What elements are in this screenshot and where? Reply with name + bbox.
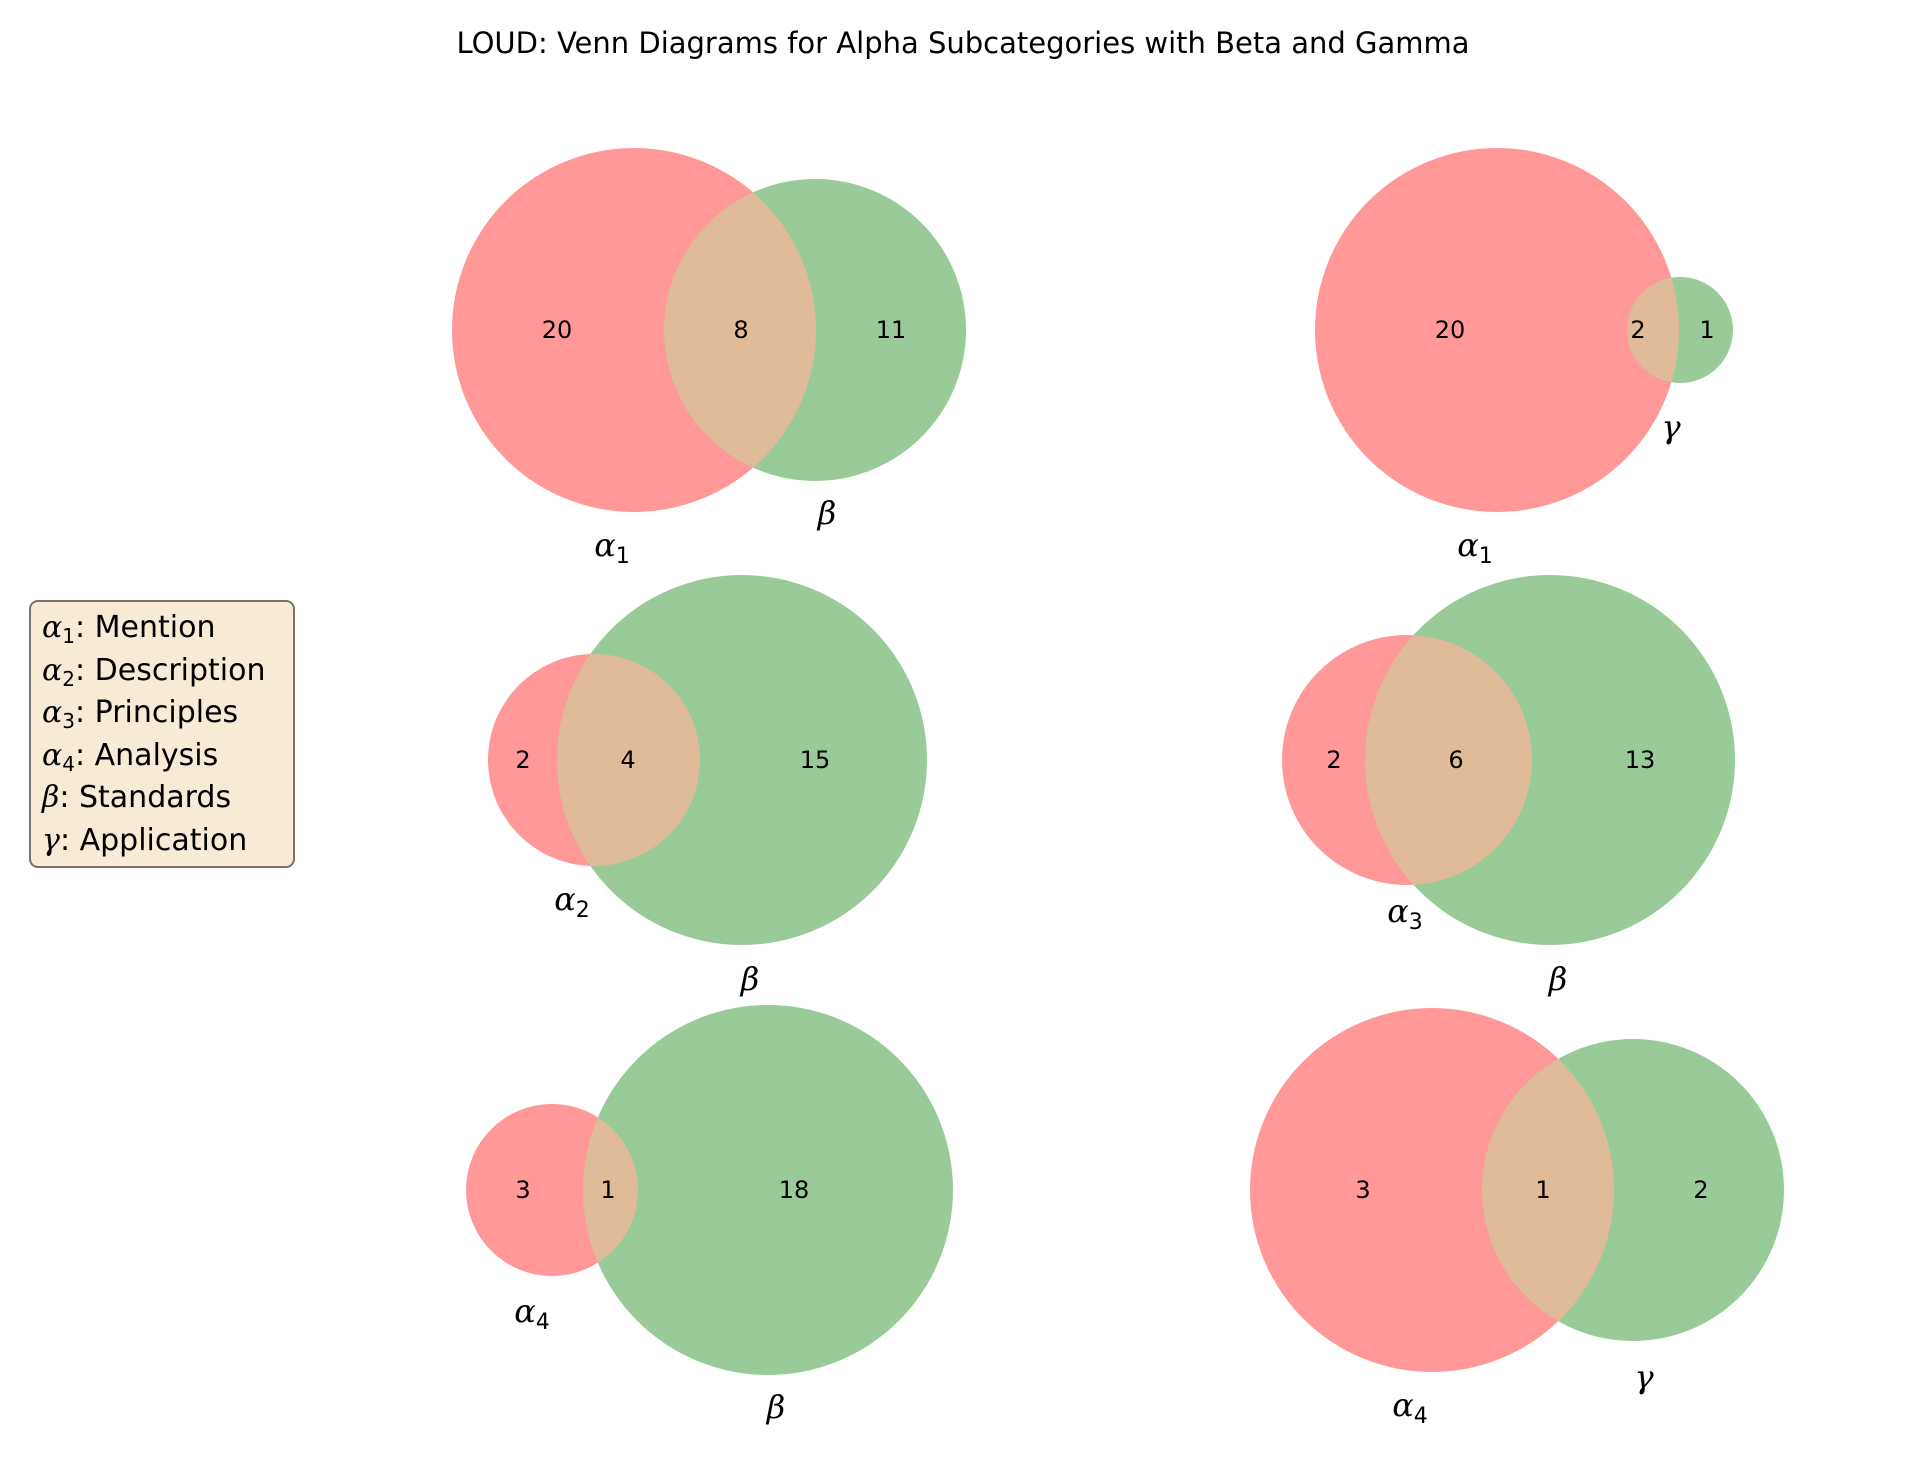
venn-diagram: 3 1 2 α4 γ (1250, 1008, 1784, 1429)
set-b-circle (557, 575, 927, 945)
set-b-label: β (817, 494, 837, 532)
set-b-label: β (740, 960, 760, 998)
legend-symbol: β (42, 780, 60, 815)
set-b-label: γ (1634, 1358, 1654, 1396)
set-a-label-subscript: 2 (576, 898, 590, 923)
set-b-circle (583, 1005, 953, 1375)
set-a-label-subscript: 3 (1409, 910, 1423, 935)
legend-label: : Description (75, 652, 266, 688)
set-b-label: β (766, 1388, 786, 1426)
legend-label: : Analysis (75, 737, 219, 773)
legend-symbol: α (42, 610, 63, 645)
set-b-label-symbol: β (740, 960, 760, 998)
only-a-count: 2 (1326, 746, 1341, 774)
set-a-label-symbol: α (514, 1292, 536, 1330)
legend-subscript: 4 (62, 751, 75, 776)
set-a-label: α4 (514, 1292, 550, 1335)
set-b-label-symbol: β (817, 494, 837, 532)
overlap-count: 4 (620, 746, 635, 774)
overlap-count: 1 (600, 1176, 615, 1204)
venn-diagram: 3 1 18 α4 β (466, 1005, 953, 1426)
legend-entry: α3: Principles (42, 692, 293, 735)
legend-entry: α4: Analysis (42, 735, 293, 778)
set-a-label-subscript: 1 (1479, 544, 1493, 569)
overlap-region (664, 179, 816, 481)
only-a-count: 3 (1355, 1176, 1370, 1204)
legend-entry: β: Standards (42, 777, 293, 820)
overlap-count: 1 (1535, 1176, 1550, 1204)
venn-diagram: 2 6 13 α3 β (1282, 575, 1735, 998)
figure-title: LOUD: Venn Diagrams for Alpha Subcategor… (456, 26, 1469, 60)
set-a-label-symbol: α (554, 880, 576, 918)
set-a-label-subscript: 1 (616, 544, 630, 569)
overlap-region (1365, 635, 1532, 885)
set-a-label-symbol: α (1387, 892, 1409, 930)
only-a-count: 20 (1435, 316, 1466, 344)
overlap-region (1482, 1039, 1614, 1341)
legend-entry: α2: Description (42, 650, 293, 693)
legend-symbol: α (42, 737, 63, 773)
only-b-count: 1 (1699, 316, 1714, 344)
legend-entry: α1: Mention (42, 607, 293, 650)
only-a-count: 20 (542, 316, 573, 344)
legend-symbol: γ (42, 822, 60, 858)
set-b-label-symbol: γ (1661, 408, 1681, 446)
only-b-count: 11 (876, 316, 907, 344)
overlap-count: 2 (1630, 316, 1645, 344)
legend-entry: γ: Application (42, 820, 293, 863)
overlap-count: 8 (733, 316, 748, 344)
overlap-count: 6 (1448, 746, 1463, 774)
only-b-count: 18 (779, 1176, 810, 1204)
set-a-label: α2 (554, 880, 590, 923)
set-a-label-symbol: α (1457, 526, 1479, 564)
set-b-label-symbol: β (1548, 960, 1568, 998)
legend-subscript: 1 (62, 624, 75, 648)
only-b-count: 13 (1625, 746, 1656, 774)
legend-symbol: α (42, 652, 63, 688)
only-a-count: 2 (515, 746, 530, 774)
set-b-label: γ (1661, 408, 1681, 446)
legend-label: : Mention (75, 610, 216, 645)
set-a-label-subscript: 4 (536, 1310, 550, 1335)
legend-label: : Application (59, 822, 248, 858)
set-b-label-symbol: γ (1634, 1358, 1654, 1396)
legend-label: : Standards (59, 780, 232, 815)
overlap-region (1627, 277, 1679, 383)
only-b-count: 2 (1693, 1176, 1708, 1204)
set-a-label-symbol: α (1392, 1386, 1414, 1424)
set-a-circle (1315, 148, 1679, 512)
set-a-label-symbol: α (594, 526, 616, 564)
set-b-label-symbol: β (766, 1388, 786, 1426)
legend: α1: Mention α2: Description α3: Principles… (29, 600, 295, 868)
set-a-label: α3 (1387, 892, 1423, 935)
set-a-label: α1 (1457, 526, 1493, 569)
legend-symbol: α (42, 695, 63, 730)
set-a-label-subscript: 4 (1414, 1404, 1428, 1429)
legend-subscript: 2 (62, 666, 75, 691)
set-a-label: α4 (1392, 1386, 1428, 1429)
only-b-count: 15 (800, 746, 831, 774)
set-a-label: α1 (594, 526, 630, 569)
set-b-label: β (1548, 960, 1568, 998)
legend-subscript: 3 (62, 709, 75, 733)
venn-diagram: 20 8 11 α1 β (452, 148, 966, 569)
only-a-count: 3 (515, 1176, 530, 1204)
legend-label: : Principles (75, 695, 239, 730)
